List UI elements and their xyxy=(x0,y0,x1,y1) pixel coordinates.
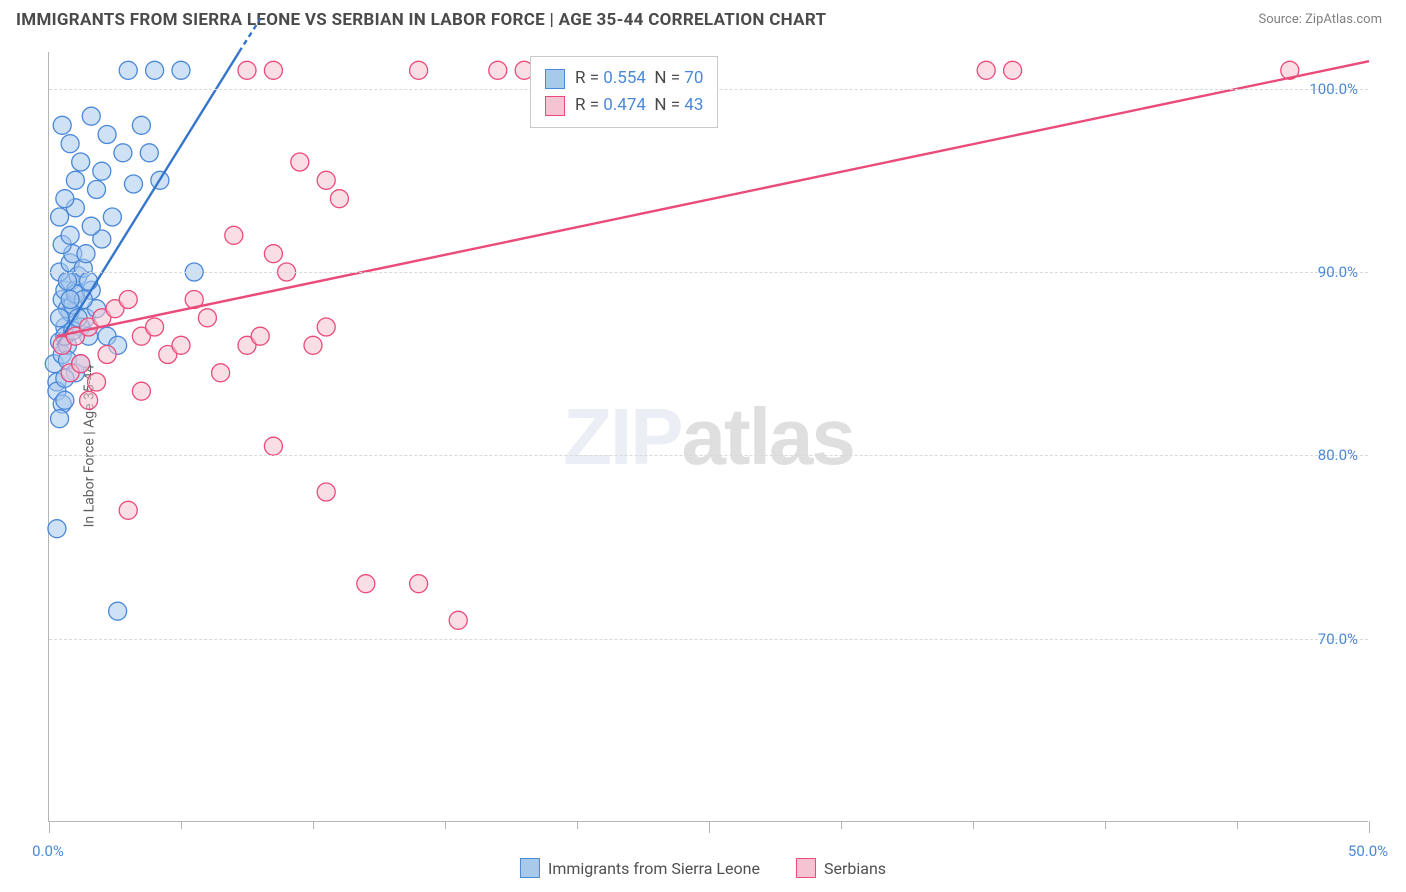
x-tick-label: 0.0% xyxy=(32,842,64,860)
data-point xyxy=(140,144,158,162)
stats-legend: R = 0.554 N = 70R = 0.474 N = 43 xyxy=(530,56,718,128)
data-point xyxy=(77,245,95,263)
data-point xyxy=(51,309,69,327)
gridline-h xyxy=(49,639,1368,640)
data-point xyxy=(146,318,164,336)
legend-label: Serbians xyxy=(824,859,886,878)
data-point xyxy=(82,217,100,235)
data-point xyxy=(251,327,269,345)
y-tick-label: 70.0% xyxy=(1318,630,1358,648)
x-tick xyxy=(973,821,974,829)
source-attribution: Source: ZipAtlas.com xyxy=(1258,12,1382,27)
data-point xyxy=(88,181,106,199)
data-point xyxy=(88,373,106,391)
data-point xyxy=(291,153,309,171)
legend-swatch xyxy=(520,858,540,878)
legend-label: Immigrants from Sierra Leone xyxy=(548,859,760,878)
data-point xyxy=(410,575,428,593)
data-point xyxy=(317,318,335,336)
data-point xyxy=(132,116,150,134)
data-point xyxy=(357,575,375,593)
x-tick xyxy=(577,821,578,829)
legend-swatch xyxy=(545,96,565,116)
stats-legend-text: R = 0.474 N = 43 xyxy=(575,92,703,119)
data-point xyxy=(264,61,282,79)
data-point xyxy=(119,291,137,309)
data-point xyxy=(489,61,507,79)
data-point xyxy=(146,61,164,79)
data-point xyxy=(449,611,467,629)
x-tick xyxy=(1237,821,1238,829)
y-tick-label: 80.0% xyxy=(1318,446,1358,464)
data-point xyxy=(119,61,137,79)
data-point xyxy=(56,190,74,208)
legend-swatch xyxy=(545,69,565,89)
gridline-h xyxy=(49,272,1368,273)
x-tick xyxy=(1105,821,1106,829)
chart-title: IMMIGRANTS FROM SIERRA LEONE VS SERBIAN … xyxy=(16,10,826,30)
data-point xyxy=(72,153,90,171)
trend-line xyxy=(57,52,239,345)
legend-item: Immigrants from Sierra Leone xyxy=(520,858,760,878)
data-point xyxy=(172,336,190,354)
data-point xyxy=(98,346,116,364)
data-point xyxy=(80,272,98,290)
x-tick xyxy=(445,821,446,829)
data-point xyxy=(410,61,428,79)
data-point xyxy=(330,190,348,208)
data-point xyxy=(198,309,216,327)
data-point xyxy=(304,336,322,354)
data-point xyxy=(51,208,69,226)
data-point xyxy=(238,61,256,79)
data-point xyxy=(172,61,190,79)
data-point xyxy=(56,391,74,409)
data-point xyxy=(103,208,121,226)
x-tick xyxy=(313,821,314,829)
data-point xyxy=(72,355,90,373)
data-point xyxy=(93,162,111,180)
y-tick-label: 90.0% xyxy=(1318,263,1358,281)
data-point xyxy=(80,391,98,409)
data-point xyxy=(132,382,150,400)
x-tick xyxy=(49,821,50,833)
x-tick xyxy=(181,821,182,829)
data-point xyxy=(977,61,995,79)
data-point xyxy=(264,245,282,263)
data-point xyxy=(212,364,230,382)
stats-legend-row: R = 0.474 N = 43 xyxy=(545,92,703,119)
data-point xyxy=(58,272,76,290)
legend-swatch xyxy=(796,858,816,878)
data-point xyxy=(66,171,84,189)
data-point xyxy=(114,144,132,162)
y-tick-label: 100.0% xyxy=(1309,80,1358,98)
data-point xyxy=(61,226,79,244)
x-tick xyxy=(841,821,842,829)
data-point xyxy=(109,602,127,620)
data-point xyxy=(51,410,69,428)
data-point xyxy=(61,291,79,309)
data-point xyxy=(124,175,142,193)
data-point xyxy=(48,520,66,538)
data-point xyxy=(61,135,79,153)
data-point xyxy=(119,501,137,519)
chart-svg xyxy=(49,52,1368,821)
plot-area: ZIPatlas 70.0%80.0%90.0%100.0% xyxy=(48,52,1368,822)
x-tick xyxy=(709,821,710,833)
x-tick-label: 50.0% xyxy=(1348,842,1388,860)
data-point xyxy=(264,437,282,455)
stats-legend-text: R = 0.554 N = 70 xyxy=(575,65,703,92)
stats-legend-row: R = 0.554 N = 70 xyxy=(545,65,703,92)
x-tick xyxy=(1369,821,1370,833)
data-point xyxy=(82,107,100,125)
legend-item: Serbians xyxy=(796,858,886,878)
bottom-legend: Immigrants from Sierra Leone Serbians xyxy=(520,858,886,878)
gridline-h xyxy=(49,455,1368,456)
data-point xyxy=(98,126,116,144)
data-point xyxy=(317,171,335,189)
data-point xyxy=(53,116,71,134)
data-point xyxy=(317,483,335,501)
data-point xyxy=(1004,61,1022,79)
data-point xyxy=(225,226,243,244)
